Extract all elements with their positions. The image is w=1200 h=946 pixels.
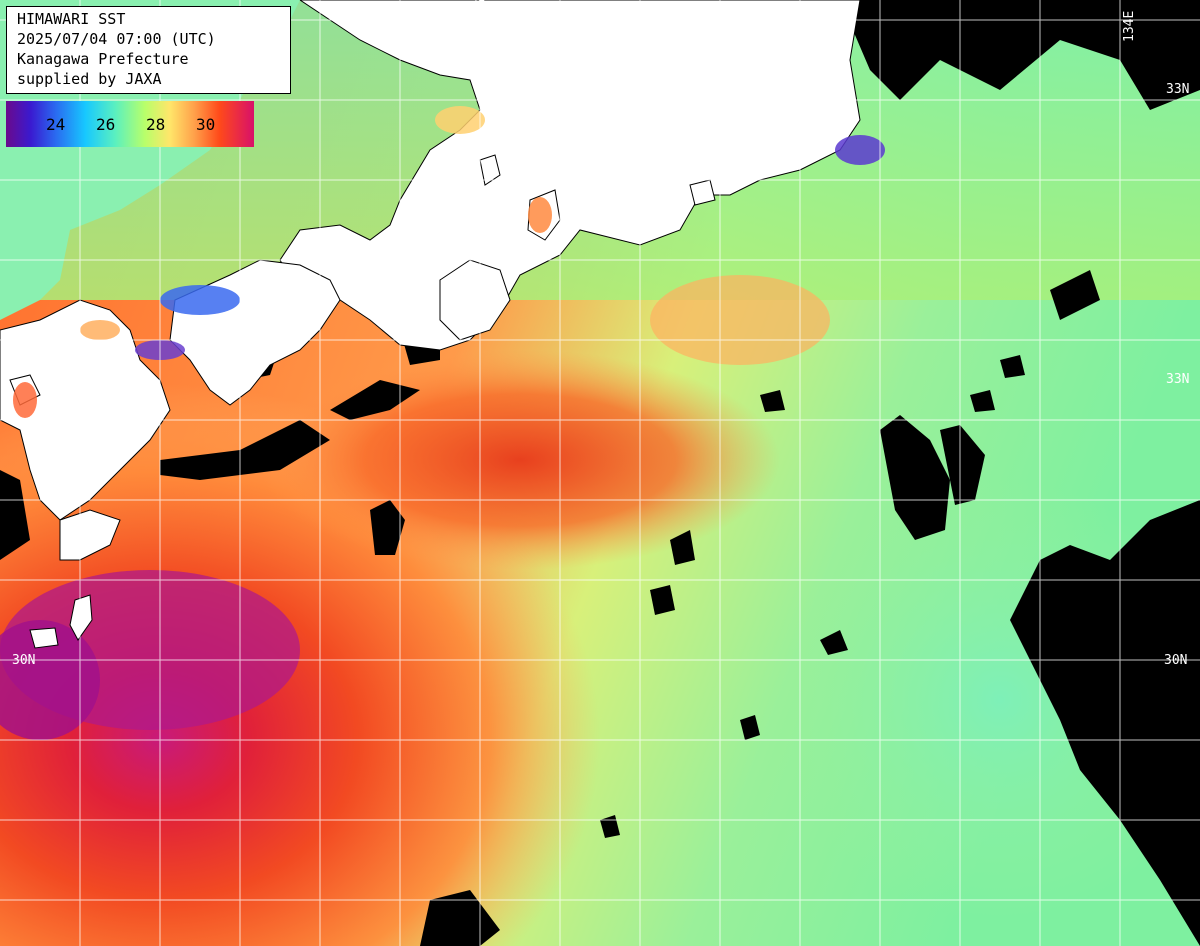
coastal-tints [13,106,885,418]
colorbar-gradient [6,101,254,147]
kii-peninsula [439,259,511,341]
lat-label-33n-east: 33N [1166,372,1190,387]
colorbar-tick-30: 30 [196,115,216,134]
title-line-1: HIMAWARI SST [17,10,126,28]
lon-label-126e: 126E [474,0,489,22]
warm-patch-mid [650,275,830,365]
kuroshio-band [260,350,780,570]
honshu [279,0,861,351]
kyushu-south [59,509,121,561]
title-line-4: supplied by JAXA [17,70,162,88]
island-small-2 [689,179,716,206]
colorbar-tick-24: 24 [46,115,66,134]
title-line-2: 2025/07/04 07:00 (UTC) [17,30,216,48]
colorbar-tick-28: 28 [146,115,166,134]
kyushu-north [0,299,171,521]
lat-label-30n-east: 30N [1164,653,1188,668]
lat-label-33n-top: 33N [1166,82,1190,97]
title-box: HIMAWARI SST 2025/07/04 07:00 (UTC) Kana… [6,6,291,94]
title-line-3: Kanagawa Prefecture [17,50,189,68]
lat-label-30n-west: 30N [12,653,36,668]
island-oshima [479,154,501,186]
island-tanegashima [69,594,93,641]
purple-core-2 [0,620,100,740]
colorbar-tick-26: 26 [96,115,116,134]
colorbar-legend: 24 26 28 30 [6,101,254,147]
island-yakushima [29,627,59,649]
lon-label-134e: 134E [1122,10,1137,42]
